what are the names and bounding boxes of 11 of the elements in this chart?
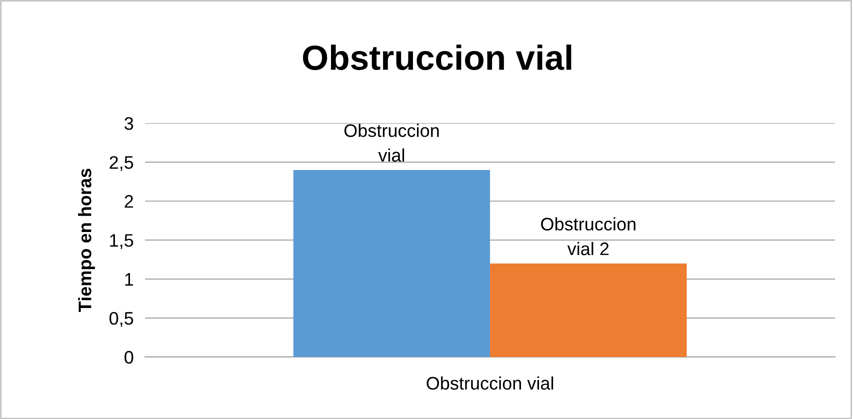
- y-tick-label: 2,5: [110, 156, 134, 172]
- y-tick-label: 3: [124, 117, 134, 130]
- y-tick-label: 2: [124, 195, 133, 208]
- series-label: Obstruccion vial 2: [541, 217, 636, 256]
- y-tick-label: 1,5: [110, 234, 134, 249]
- series-label: Obstruccion vial: [344, 124, 439, 162]
- y-tick-label: 0,5: [110, 312, 134, 327]
- chart-title: Obstruccion vial: [302, 44, 572, 70]
- y-axis-title: Tiempo en horas: [78, 168, 95, 312]
- y-tick-label: 1: [125, 273, 134, 286]
- y-tick-label: 0: [124, 350, 134, 364]
